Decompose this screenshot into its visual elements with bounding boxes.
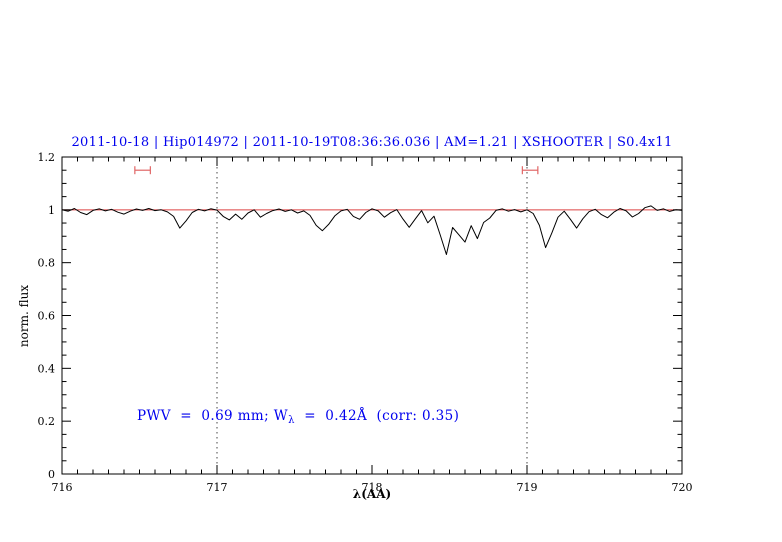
y-tick-label: 1.2 xyxy=(38,151,56,164)
x-tick-label: 718 xyxy=(362,481,383,494)
x-tick-label: 719 xyxy=(517,481,538,494)
x-tick-label: 720 xyxy=(672,481,693,494)
y-tick-label: 0.2 xyxy=(38,415,56,428)
x-tick-label: 717 xyxy=(207,481,228,494)
plot-title: 2011-10-18 | Hip014972 | 2011-10-19T08:3… xyxy=(71,135,673,150)
y-tick-label: 1 xyxy=(48,204,55,217)
pwv-annotation-suffix: = 0.42Å (corr: 0.35) xyxy=(294,408,460,424)
lambda-subscript: λ xyxy=(288,415,295,426)
pwv-annotation: PWV = 0.69 mm; Wλ = 0.42Å (corr: 0.35) xyxy=(137,408,459,426)
spectrum-line xyxy=(61,205,683,255)
y-axis-label: norm. flux xyxy=(17,284,31,348)
y-tick-label: 0.6 xyxy=(38,310,56,323)
y-tick-label: 0.8 xyxy=(38,257,56,270)
y-tick-label: 0 xyxy=(48,468,55,481)
plot-frame xyxy=(61,156,683,475)
pwv-annotation-prefix: PWV = 0.69 mm; W xyxy=(137,408,289,424)
y-tick-label: 0.4 xyxy=(38,362,56,375)
x-axis-label: λ(AA) xyxy=(352,487,392,501)
x-tick-label: 716 xyxy=(52,481,73,494)
